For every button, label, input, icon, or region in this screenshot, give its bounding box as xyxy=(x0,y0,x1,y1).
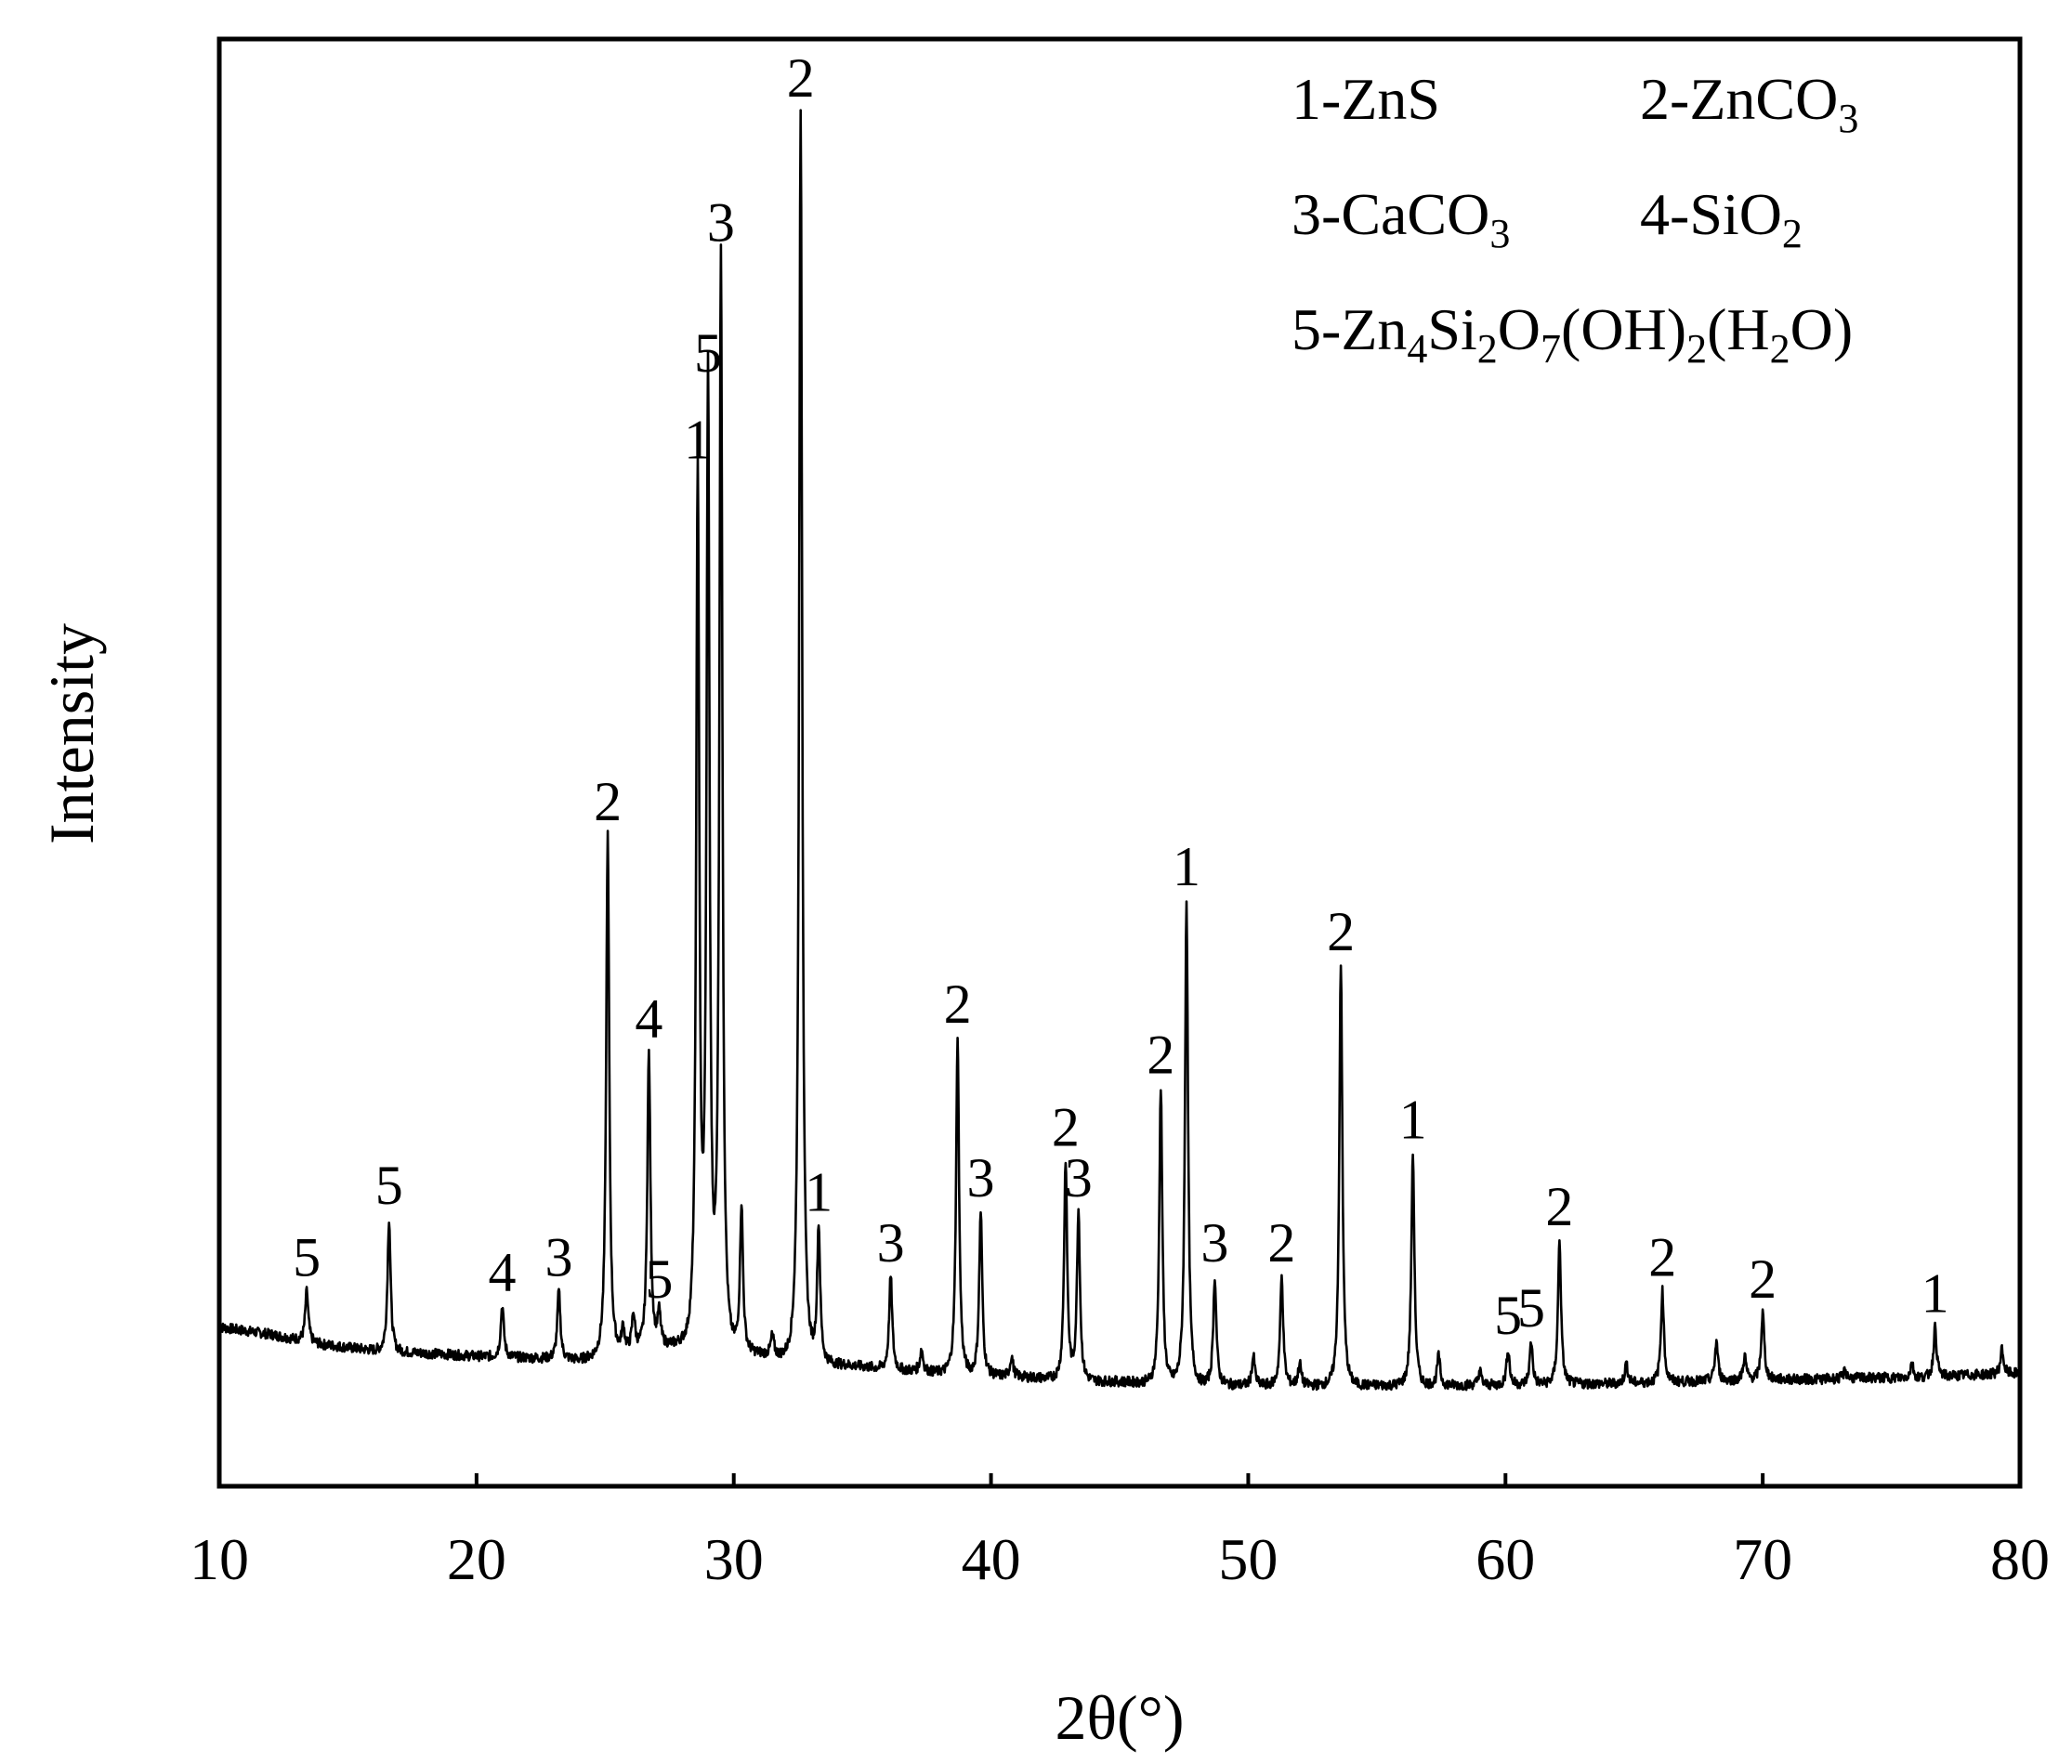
peak-label: 5 xyxy=(645,1248,673,1310)
x-tick-label: 40 xyxy=(962,1526,1021,1592)
peak-label: 2 xyxy=(1052,1097,1080,1158)
x-axis-label: 2θ(°) xyxy=(1055,1682,1184,1753)
peak-label: 2 xyxy=(787,47,815,109)
peak-label: 1 xyxy=(805,1162,833,1223)
peak-label: 2 xyxy=(1267,1212,1295,1274)
peak-label: 1 xyxy=(1921,1263,1949,1325)
peak-label: 4 xyxy=(489,1241,517,1302)
peak-label: 2 xyxy=(1749,1248,1777,1310)
peak-label: 1 xyxy=(1173,836,1200,897)
x-tick-label: 80 xyxy=(1990,1526,2050,1592)
peak-label: 1 xyxy=(684,409,712,470)
peak-label: 3 xyxy=(1065,1147,1093,1209)
x-axis-ticks: 10 20 30 40 50 60 70 80 xyxy=(190,1473,2050,1592)
y-axis-label: Intensity xyxy=(36,623,107,844)
legend-entry-1: 1-ZnS xyxy=(1292,66,1440,132)
xrd-pattern-line xyxy=(218,109,2022,1392)
peak-label: 4 xyxy=(635,988,662,1050)
peak-label: 1 xyxy=(1399,1090,1427,1151)
legend-entry-5: 5-Zn4Si2O7(OH)2(H2O) xyxy=(1292,296,1853,372)
legend: 1-ZnS 2-ZnCO3 3-CaCO3 4-SiO2 5-Zn4Si2O7(OH)2… xyxy=(1292,66,1858,372)
x-tick-label: 20 xyxy=(447,1526,506,1592)
peak-label: 5 xyxy=(293,1227,321,1288)
plot-frame xyxy=(216,36,2023,1489)
x-tick-label: 10 xyxy=(190,1526,249,1592)
peak-label: 2 xyxy=(944,973,972,1035)
x-tick-label: 70 xyxy=(1733,1526,1792,1592)
x-tick-label: 30 xyxy=(704,1526,764,1592)
legend-entry-4: 4-SiO2 xyxy=(1640,181,1803,256)
peak-label: 5 xyxy=(1517,1277,1545,1339)
legend-entry-3: 3-CaCO3 xyxy=(1292,181,1510,256)
peak-label: 3 xyxy=(877,1212,905,1274)
peak-label: 3 xyxy=(545,1227,573,1288)
peak-label: 3 xyxy=(967,1147,995,1209)
peak-label: 2 xyxy=(594,771,622,832)
peak-label: 3 xyxy=(707,192,735,254)
x-tick-label: 50 xyxy=(1218,1526,1278,1592)
peak-label: 5 xyxy=(694,322,722,384)
legend-entry-2: 2-ZnCO3 xyxy=(1640,66,1858,141)
peak-label: 3 xyxy=(1200,1212,1228,1274)
peak-label: 5 xyxy=(375,1155,403,1216)
x-tick-label: 60 xyxy=(1475,1526,1535,1592)
peak-label: 2 xyxy=(1147,1025,1174,1086)
peak-label: 2 xyxy=(1327,901,1355,962)
peak-label: 2 xyxy=(1545,1176,1573,1237)
peak-label: 2 xyxy=(1648,1227,1676,1288)
peak-label: 5 xyxy=(1494,1285,1522,1346)
